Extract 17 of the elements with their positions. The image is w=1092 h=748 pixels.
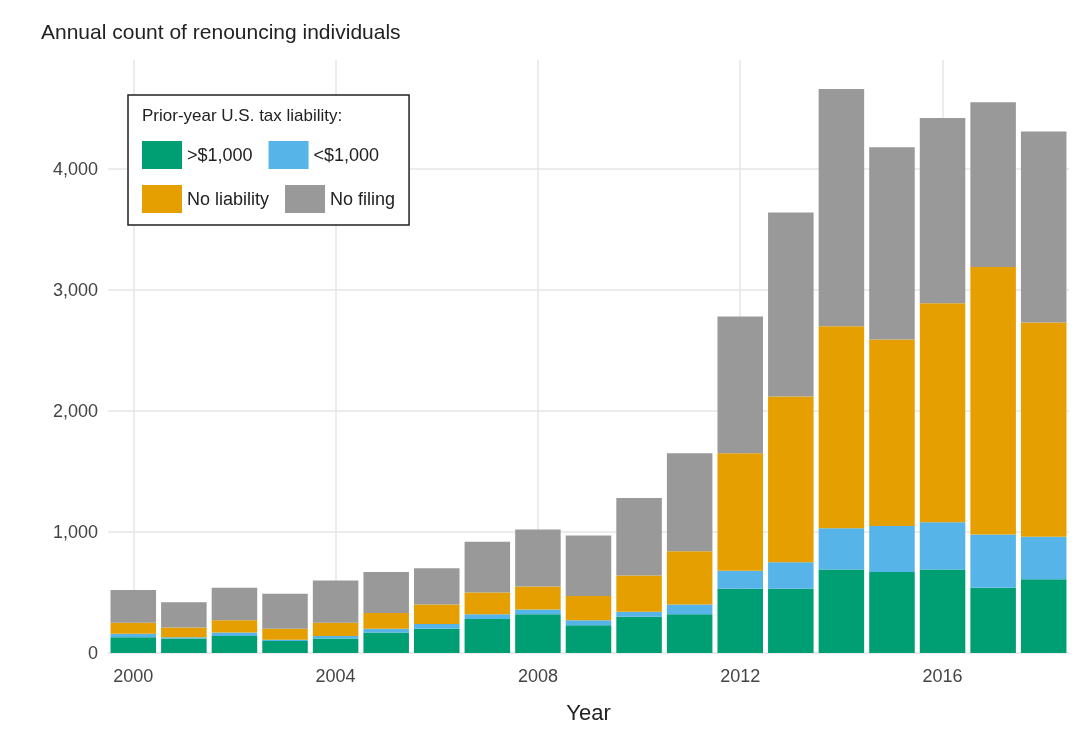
legend-title: Prior-year U.S. tax liability:: [142, 106, 343, 125]
x-axis-title: Year: [566, 699, 611, 725]
y-tick-label: 3,000: [52, 279, 98, 300]
legend-label: <$1,000: [313, 145, 380, 165]
y-tick-label: 2,000: [52, 400, 98, 421]
legend-label: No filing: [330, 189, 396, 209]
chart-title: Annual count of renouncing individuals: [41, 20, 401, 43]
y-tick-label: 4,000: [52, 158, 98, 179]
y-tick-label: 0: [87, 643, 98, 663]
x-tick-label: 2016: [922, 666, 963, 686]
x-tick-label: 2000: [113, 666, 154, 686]
legend-label: No liability: [187, 189, 270, 209]
x-tick-label: 2008: [517, 666, 558, 686]
legend-label: >$1,000: [187, 145, 253, 165]
y-tick-label: 1,000: [52, 521, 98, 542]
x-tick-label: 2004: [315, 666, 356, 686]
x-tick-label: 2012: [720, 666, 761, 686]
